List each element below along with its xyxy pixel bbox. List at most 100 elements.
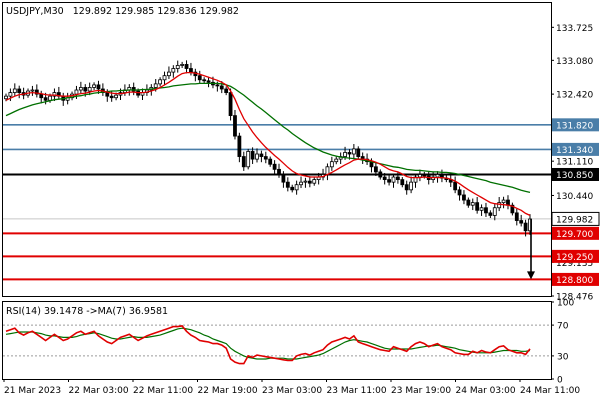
candle-up: [87, 87, 92, 92]
symbol-label: USDJPY,M30: [6, 6, 64, 17]
time-axis: 21 Mar 2023 22 Mar 03:00 22 Mar 11:00 22 Ma…: [3, 379, 580, 396]
price-axis-label: 130.440: [556, 192, 593, 202]
candle-down: [281, 174, 286, 183]
candle-up: [114, 94, 118, 99]
candle-down: [202, 79, 207, 82]
price-axis-label: 133.080: [556, 57, 593, 67]
candle-up: [294, 184, 299, 191]
candle-up: [175, 65, 180, 69]
candle-up: [334, 158, 339, 163]
price-axis-label: 132.420: [556, 91, 593, 101]
arrow-head: [527, 271, 535, 280]
rsi-ma-line: [5, 327, 531, 360]
price-axis-label: 129.135: [556, 259, 593, 269]
candle-down: [466, 199, 471, 206]
candle-down: [462, 194, 466, 201]
candle-down: [96, 84, 101, 90]
time-axis-label: 22 Mar 19:00: [198, 386, 258, 396]
price-level-tag: [552, 118, 599, 132]
candle-up: [409, 181, 414, 191]
candle-down: [268, 158, 273, 165]
price-axis-label: 131.110: [556, 158, 593, 168]
rsi-axis-label: 70: [557, 322, 569, 332]
candle-down: [387, 179, 391, 183]
price-level-value: 131.340: [556, 146, 593, 156]
candle-down: [131, 87, 136, 92]
candle-down: [510, 204, 515, 214]
price-level-value: 129.250: [556, 253, 593, 263]
time-axis-label: 24 Mar 03:00: [456, 386, 516, 396]
candle-up: [12, 88, 17, 93]
candle-down: [457, 189, 462, 196]
main-price-panel: [2, 2, 552, 297]
price-level-value: 130.850: [556, 171, 593, 181]
candle-up: [492, 207, 497, 216]
candle-down: [290, 186, 295, 191]
candle-down: [105, 92, 110, 97]
candle-down: [484, 207, 488, 214]
candle-up: [303, 180, 308, 183]
price-axis-label: 128.476: [556, 293, 593, 303]
rsi-level-lines: [3, 324, 551, 357]
candle-up: [418, 174, 422, 178]
candle-down: [272, 163, 277, 170]
ma-slow-line: [5, 82, 531, 194]
candle-down: [488, 212, 493, 216]
target-arrow: [527, 218, 535, 280]
candle-down: [404, 184, 409, 191]
candle-down: [263, 156, 268, 160]
candle-up: [30, 89, 35, 92]
candle-up: [312, 179, 317, 184]
price-level-tag: [552, 272, 599, 286]
candle-down: [219, 85, 224, 90]
candle-down: [83, 87, 88, 92]
candle-up: [255, 153, 259, 160]
candle-up: [479, 207, 484, 211]
rsi-axis: 100 70 30 0: [551, 299, 574, 386]
rsi-line: [5, 325, 531, 365]
candle-down: [523, 222, 528, 232]
candle-down: [189, 68, 193, 73]
candle-down: [373, 166, 378, 173]
candle-down: [395, 176, 400, 180]
candle-down: [34, 89, 39, 95]
candle-down: [197, 75, 202, 81]
candle-up: [92, 84, 96, 88]
time-axis-label: 22 Mar 11:00: [133, 386, 193, 396]
chart-header: USDJPY,M30 129.892 129.985 129.836 129.9…: [6, 6, 239, 17]
candle-up: [435, 174, 440, 178]
candle-down: [250, 151, 255, 160]
price-level-tag: [552, 167, 599, 181]
candle-down: [237, 135, 242, 157]
rsi-axis-label: 100: [557, 299, 574, 309]
price-level-value: 128.800: [556, 276, 593, 286]
candle-down: [39, 93, 44, 99]
candle-down: [206, 80, 211, 83]
candle-down: [259, 153, 264, 157]
candle-up: [497, 202, 502, 209]
rsi-axis-label: 30: [557, 352, 569, 362]
candle-down: [17, 88, 22, 93]
candle-down: [277, 168, 281, 175]
candle-up: [4, 95, 8, 100]
candle-down: [224, 88, 229, 93]
price-axis-label: 133.725: [556, 24, 593, 34]
candle-up: [351, 148, 356, 155]
candle-down: [422, 174, 427, 177]
price-level-value: 131.820: [556, 121, 593, 131]
time-axis-label: 23 Mar 11:00: [327, 386, 387, 396]
candle-down: [514, 212, 519, 221]
candle-down: [453, 181, 458, 191]
time-axis-label: 24 Mar 11:00: [520, 386, 580, 396]
candle-up: [501, 199, 506, 204]
candle-down: [400, 179, 405, 186]
candle-up: [180, 64, 185, 66]
candle-up: [343, 152, 347, 157]
rsi-header: RSI(14) 39.1478 ->MA(7) 36.9581: [6, 306, 168, 317]
price-level-tag: [552, 226, 599, 240]
candle-down: [347, 152, 352, 155]
candle-down: [109, 95, 114, 99]
candle-down: [356, 148, 361, 157]
candle-down: [233, 115, 237, 137]
